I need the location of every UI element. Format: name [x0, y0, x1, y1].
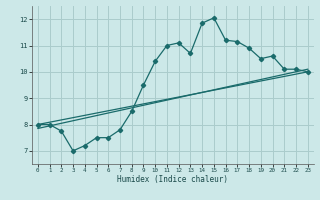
X-axis label: Humidex (Indice chaleur): Humidex (Indice chaleur) — [117, 175, 228, 184]
